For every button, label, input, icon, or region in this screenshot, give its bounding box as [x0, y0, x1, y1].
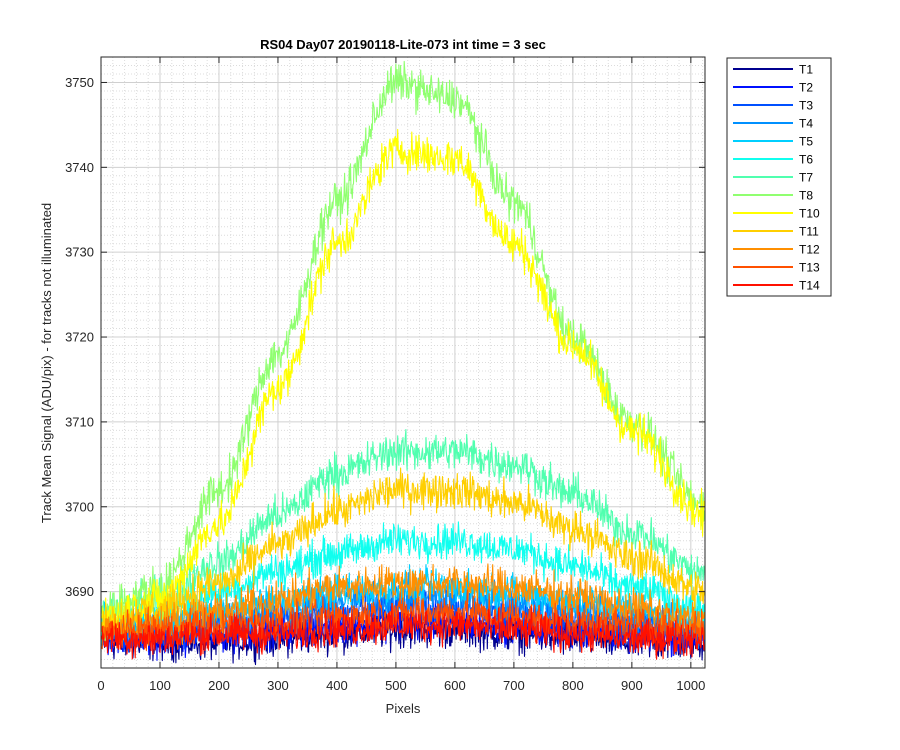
series-line-t10: [101, 128, 706, 643]
y-tick-label: 3730: [65, 245, 94, 260]
legend-label-t7: T7: [799, 171, 813, 185]
series-lines: [101, 60, 706, 666]
legend-label-t13: T13: [799, 261, 820, 275]
x-tick-label: 200: [208, 678, 230, 693]
legend-label-t4: T4: [799, 117, 813, 131]
legend[interactable]: T1 T2 T3 T4 T5 T6 T7 T8 T10 T11 T12 T13 T14: [726, 57, 832, 297]
y-tick-label: 3700: [65, 499, 94, 514]
axis-ticks: 0 100 200 300 400 500 600 700 800 900 1000 3690 3700…: [65, 57, 705, 693]
y-tick-label: 3690: [65, 584, 94, 599]
legend-label-t5: T5: [799, 135, 813, 149]
x-tick-label: 500: [385, 678, 407, 693]
legend-label-t10: T10: [799, 207, 820, 221]
legend-label-t11: T11: [799, 225, 819, 239]
series-line-t13: [101, 589, 706, 653]
x-tick-label: 800: [562, 678, 584, 693]
x-tick-label: 700: [503, 678, 525, 693]
legend-label-t8: T8: [799, 189, 813, 203]
x-tick-label: 300: [267, 678, 289, 693]
y-tick-label: 3750: [65, 75, 94, 90]
legend-label-t12: T12: [799, 243, 820, 257]
x-tick-label: 600: [444, 678, 466, 693]
legend-label-t2: T2: [799, 81, 813, 95]
legend-label-t6: T6: [799, 153, 813, 167]
y-axis-label: Track Mean Signal (ADU/pix) - for tracks…: [39, 203, 54, 523]
x-tick-label: 400: [326, 678, 348, 693]
legend-label-t14: T14: [799, 279, 820, 293]
series-line-t11: [101, 467, 706, 640]
series-line-t12: [101, 563, 706, 646]
series-line-t6: [101, 521, 706, 643]
series-line-t7: [101, 428, 706, 636]
legend-label-t3: T3: [799, 99, 813, 113]
y-tick-label: 3710: [65, 414, 94, 429]
y-tick-label: 3720: [65, 330, 94, 345]
x-tick-label: 100: [149, 678, 171, 693]
y-tick-label: 3740: [65, 160, 94, 175]
x-axis-label: Pixels: [386, 701, 421, 716]
legend-label-t1: T1: [799, 63, 813, 77]
x-tick-label: 0: [97, 678, 104, 693]
plot-frame: [100, 56, 706, 669]
series-line-t14: [101, 602, 706, 660]
x-tick-label: 900: [621, 678, 643, 693]
x-tick-label: 1000: [676, 678, 705, 693]
chart-title: RS04 Day07 20190118-Lite-073 int time = …: [260, 37, 546, 52]
